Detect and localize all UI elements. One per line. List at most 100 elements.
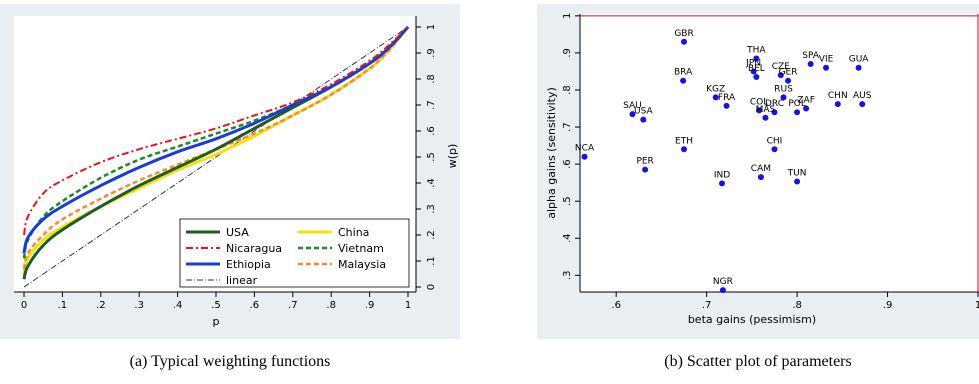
point-zaf <box>803 105 810 112</box>
left-y-tick-label: .3 <box>426 204 437 214</box>
point-mas <box>762 114 769 121</box>
legend-label-nicaragua: Nicaragua <box>226 242 282 255</box>
point-ind <box>719 180 726 187</box>
left-y-tick-label: .5 <box>426 152 437 162</box>
point-label-pol: POL <box>788 99 806 109</box>
left-x-tick-label: .7 <box>288 300 298 311</box>
point-cam <box>757 174 764 181</box>
left-y-tick-label: .7 <box>426 100 437 110</box>
point-gbr <box>681 38 688 45</box>
right-scatter-points: GBR THA SPA VIE GUA JPN CZE BEL GER BRA RUS KGZ CHN A… <box>575 29 872 294</box>
point-col <box>756 107 763 114</box>
point-label-col: COL <box>750 97 768 107</box>
right-x-tick-label: .6 <box>611 300 621 311</box>
point-label-fra: FRA <box>718 93 736 103</box>
left-x-tick-label: .9 <box>365 300 375 311</box>
left-x-tick-label: .6 <box>250 300 260 311</box>
right-y-tick-label: .9 <box>562 48 573 58</box>
left-x-tick-label: .5 <box>211 300 221 311</box>
right-x-tick-label: 1 <box>975 300 979 311</box>
right-caption: (b) Scatter plot of parameters <box>664 353 851 370</box>
point-label-ger: GER <box>779 68 798 78</box>
point-chn <box>834 101 841 108</box>
right-x-axis-label: beta gains (pessimism) <box>688 313 816 326</box>
point-label-chi: CHI <box>767 136 783 146</box>
point-label-zaf: ZAF <box>797 96 815 106</box>
series-line-ethiopia <box>22 25 410 254</box>
point-nca <box>581 153 588 160</box>
point-bra <box>680 77 687 84</box>
point-cze <box>777 72 784 79</box>
point-label-vie: VIE <box>819 55 834 65</box>
point-label-cze: CZE <box>772 62 790 72</box>
left-y-tick-label: .2 <box>426 230 437 240</box>
point-aus <box>859 101 866 108</box>
point-label-drc: DRC <box>765 99 784 109</box>
point-label-ind: IND <box>714 170 730 180</box>
point-label-usa: USA <box>634 107 653 117</box>
left-x-tick-label: .1 <box>58 300 68 311</box>
right-y-tick-label: 1 <box>562 13 573 19</box>
right-x-tick-label: .9 <box>883 300 893 311</box>
point-ngr <box>719 287 726 294</box>
right-x-tick-label: .8 <box>792 300 802 311</box>
point-label-cam: CAM <box>751 164 771 174</box>
point-bel <box>753 74 760 81</box>
point-label-gua: GUA <box>849 55 870 65</box>
right-x-tick-label: .7 <box>702 300 712 311</box>
point-spa <box>807 61 814 68</box>
point-usa <box>640 116 647 123</box>
right-y-tick-label: .8 <box>562 85 573 95</box>
left-y-tick-label: .6 <box>426 126 437 136</box>
right-y-tick-label: .3 <box>562 271 573 281</box>
left-x-tick-label: 0 <box>21 300 27 311</box>
left-y-tick-label: .8 <box>426 74 437 84</box>
point-label-bra: BRA <box>674 68 693 78</box>
point-label-bel: BEL <box>748 64 765 74</box>
point-per <box>642 166 649 173</box>
left-x-ticks: 0 .1 .2 .3 .4 .5 .6 .7 .8 .9 1 <box>21 292 411 311</box>
left-x-tick-label: .3 <box>134 300 144 311</box>
right-plot-area <box>580 14 979 292</box>
point-tha <box>753 55 760 62</box>
point-fra <box>723 102 730 109</box>
legend-box <box>179 218 410 288</box>
legend-label-vietnam: Vietnam <box>338 242 384 255</box>
legend-label-malaysia: Malaysia <box>338 258 386 271</box>
point-drc <box>771 109 778 116</box>
point-chi <box>771 146 778 153</box>
left-y-tick-label: 1 <box>426 24 437 30</box>
left-x-tick-label: .4 <box>173 300 183 311</box>
point-label-gbr: GBR <box>674 29 693 39</box>
point-kgz <box>712 94 719 101</box>
right-y-ticks: .3 .4 .5 .6 .7 .8 .9 1 <box>562 13 580 280</box>
left-y-axis-label: w(p) <box>446 144 459 169</box>
point-label-rus: RUS <box>774 84 793 94</box>
point-gua <box>855 64 862 71</box>
left-y-tick-label: .9 <box>426 48 437 58</box>
left-y-ticks: 0 .1 .2 .3 .4 .5 .6 .7 .8 .9 1 <box>416 24 437 290</box>
left-y-tick-label: .4 <box>426 178 437 188</box>
point-pol <box>794 109 801 116</box>
right-y-tick-label: .6 <box>562 159 573 169</box>
point-rus <box>780 94 787 101</box>
point-vie <box>823 64 830 71</box>
point-jpn <box>750 68 757 75</box>
point-label-per: PER <box>636 157 653 167</box>
point-label-jpn: JPN <box>745 58 761 68</box>
right-y-tick-label: .7 <box>562 122 573 132</box>
point-eth <box>681 146 688 153</box>
left-series-lines <box>22 25 410 288</box>
point-sau <box>629 111 636 118</box>
point-label-spa: SPA <box>802 51 820 61</box>
point-label-eth: ETH <box>675 136 693 146</box>
point-label-tha: THA <box>746 45 766 55</box>
legend-label-china: China <box>338 226 369 239</box>
series-line-vietnam <box>22 26 409 259</box>
legend-label-ethiopia: Ethiopia <box>226 258 271 271</box>
series-line-nicaragua <box>23 26 409 236</box>
left-x-axis-label: p <box>213 315 220 328</box>
series-line-malaysia <box>22 26 409 270</box>
legend-label-usa: USA <box>226 226 249 239</box>
